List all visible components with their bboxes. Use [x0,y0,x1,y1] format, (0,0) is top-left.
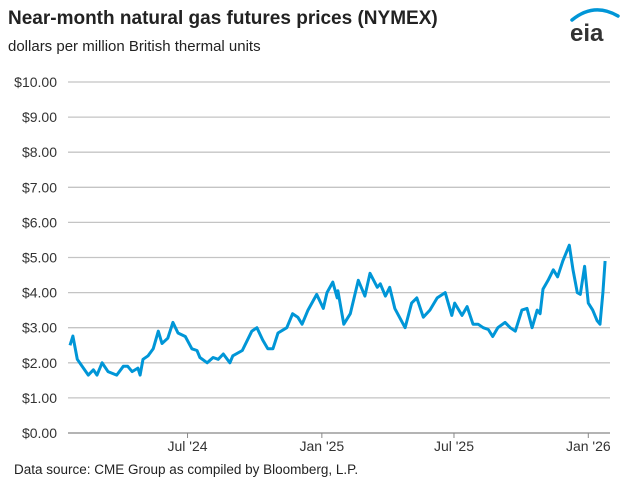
eia-logo: eia [570,8,620,44]
y-tick-label: $8.00 [22,144,57,160]
y-tick-label: $3.00 [22,320,57,336]
y-tick-label: $6.00 [22,214,57,230]
x-tick-label: Jan '25 [299,438,344,454]
data-source: Data source: CME Group as compiled by Bl… [14,462,359,477]
y-tick-label: $0.00 [22,425,57,441]
x-tick-label: Jul '25 [434,438,474,454]
y-tick-label: $5.00 [22,250,57,266]
y-tick-label: $9.00 [22,109,57,125]
x-tick-label: Jan '26 [566,438,611,454]
y-tick-label: $4.00 [22,285,57,301]
svg-text:eia: eia [570,20,604,44]
y-tick-label: $1.00 [22,390,57,406]
chart-title: Near-month natural gas futures prices (N… [8,8,438,29]
price-line [68,243,607,377]
x-tick-label: Jul '24 [168,438,208,454]
y-tick-label: $2.00 [22,355,57,371]
y-tick-label: $10.00 [14,74,57,90]
chart-subtitle: dollars per million British thermal unit… [8,38,261,55]
y-tick-label: $7.00 [22,179,57,195]
